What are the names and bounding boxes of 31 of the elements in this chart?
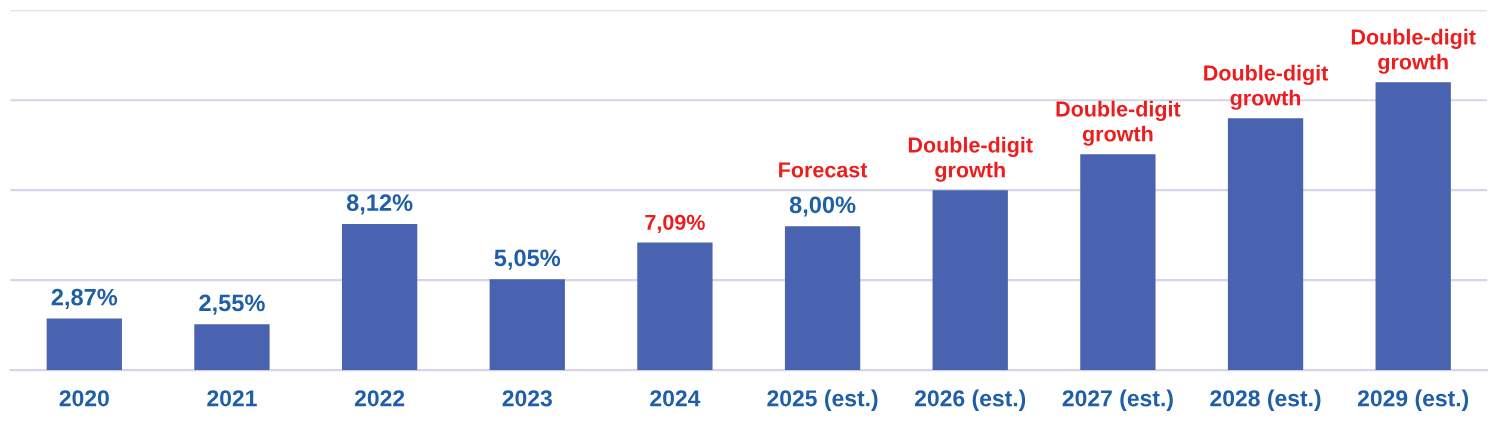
x-tick-label: 2028 (est.) bbox=[1210, 389, 1321, 411]
x-tick-label: 2027 (est.) bbox=[1062, 389, 1173, 411]
bar bbox=[1375, 82, 1451, 371]
annotation: Double-digit growth bbox=[1351, 28, 1476, 74]
bar bbox=[341, 224, 418, 371]
bar bbox=[932, 190, 1008, 371]
bar bbox=[1080, 154, 1156, 371]
bar bbox=[46, 318, 122, 371]
x-tick-label: 2020 bbox=[59, 390, 109, 407]
data-label: 2,55% bbox=[199, 294, 265, 315]
annotation: 7,09% bbox=[645, 214, 705, 234]
bar bbox=[489, 279, 565, 371]
bar bbox=[194, 324, 270, 371]
bar bbox=[637, 242, 713, 371]
x-tick-label: 2023 bbox=[502, 390, 552, 407]
x-tick-label: 2029 (est.) bbox=[1357, 389, 1469, 411]
annotation: Forecast bbox=[779, 162, 868, 178]
bar bbox=[1227, 118, 1304, 371]
annotation: Double-digit growth bbox=[1056, 100, 1181, 146]
data-label: 2,87% bbox=[51, 288, 118, 309]
annotation: Double-digit growth bbox=[908, 136, 1033, 182]
data-label: 5,05% bbox=[494, 249, 561, 270]
data-label: 8,00% bbox=[789, 196, 856, 217]
x-tick-label: 2026 (est.) bbox=[914, 389, 1026, 411]
annotation: Double-digit growth bbox=[1204, 64, 1329, 110]
x-tick-label: 2022 bbox=[354, 390, 405, 407]
x-tick-label: 2021 bbox=[207, 390, 257, 407]
x-tick-label: 2025 (est.) bbox=[767, 389, 878, 411]
x-tick-label: 2024 bbox=[650, 390, 701, 407]
data-label: 8,12% bbox=[346, 194, 413, 215]
bar bbox=[784, 226, 861, 371]
